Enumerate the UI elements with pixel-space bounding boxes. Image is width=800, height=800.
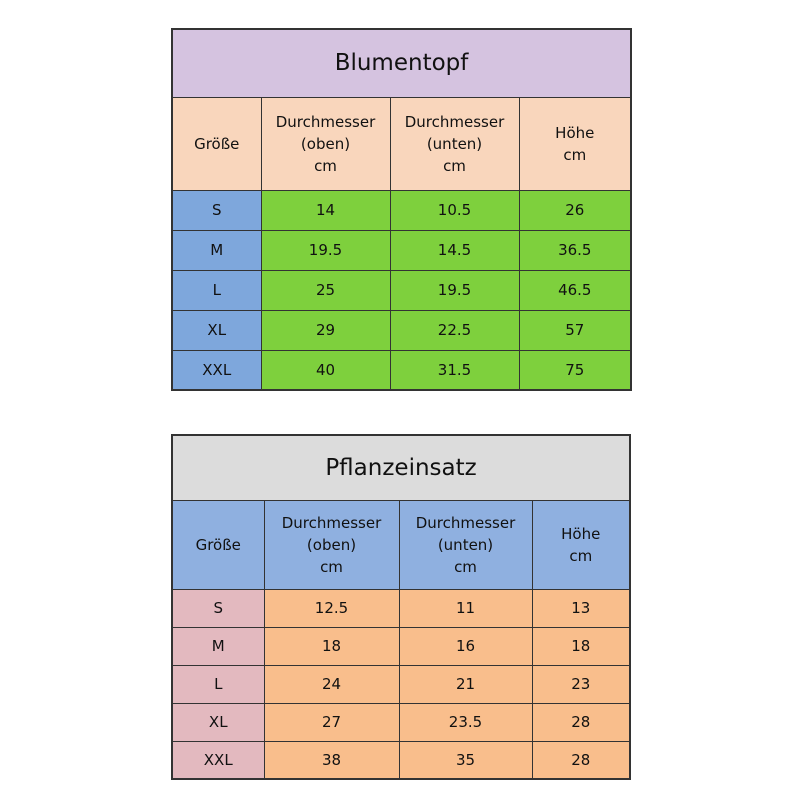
header-line: cm: [454, 557, 477, 576]
size-table: Pflanzeinsatz Größe Durchmesser (oben) cm Dur…: [171, 434, 632, 780]
value-cell: 11: [398, 588, 533, 628]
header-cell: Durchmesser (unten) cm: [398, 499, 533, 590]
header-cell: Höhe cm: [531, 499, 631, 590]
data-row: M 19.5 14.5 36.5: [171, 229, 632, 271]
size-cell: S: [171, 189, 262, 231]
value-cell: 40: [260, 349, 391, 391]
value-cell: 57: [518, 309, 632, 351]
size-cell: XXL: [171, 349, 262, 391]
value-cell: 21: [398, 664, 533, 704]
header-cell: Größe: [171, 499, 265, 590]
value-cell: 18: [263, 626, 400, 666]
size-cell: L: [171, 269, 262, 311]
header-line: Durchmesser: [281, 513, 382, 532]
header-line: Höhe: [555, 123, 595, 142]
title-row: Blumentopf: [171, 28, 632, 98]
size-cell: L: [171, 664, 265, 704]
size-cell: M: [171, 626, 265, 666]
value-cell: 29: [260, 309, 391, 351]
value-cell: 31.5: [389, 349, 520, 391]
value-cell: 28: [531, 740, 631, 780]
header-line: (unten): [426, 134, 483, 153]
value-cell: 16: [398, 626, 533, 666]
header-line: Durchmesser: [415, 513, 516, 532]
table-title: Blumentopf: [171, 28, 632, 98]
header-cell: Durchmesser (oben) cm: [260, 96, 391, 191]
header-line: cm: [320, 557, 343, 576]
value-cell: 26: [518, 189, 632, 231]
header-cell: Größe: [171, 96, 262, 191]
value-cell: 27: [263, 702, 400, 742]
header-cell: Durchmesser (oben) cm: [263, 499, 400, 590]
value-cell: 25: [260, 269, 391, 311]
size-table: Blumentopf Größe Durchmesser (oben) cm Durchm…: [171, 28, 633, 391]
data-row: S 14 10.5 26: [171, 189, 632, 231]
header-line: Größe: [195, 535, 241, 554]
header-line: cm: [563, 145, 587, 164]
size-cell: XL: [171, 309, 262, 351]
data-row: XL 27 23.5 28: [171, 702, 631, 742]
value-cell: 23: [531, 664, 631, 704]
header-line: cm: [569, 546, 593, 565]
data-row: S 12.5 11 13: [171, 588, 631, 628]
size-cell: XXL: [171, 740, 265, 780]
header-line: Durchmesser: [275, 112, 376, 131]
header-line: Durchmesser: [404, 112, 505, 131]
header-line: cm: [443, 156, 466, 175]
header-line: (oben): [300, 134, 351, 153]
data-row: XL 29 22.5 57: [171, 309, 632, 351]
value-cell: 18: [531, 626, 631, 666]
data-row: M 18 16 18: [171, 626, 631, 666]
value-cell: 35: [398, 740, 533, 780]
header-line: cm: [314, 156, 337, 175]
value-cell: 24: [263, 664, 400, 704]
value-cell: 23.5: [398, 702, 533, 742]
value-cell: 19.5: [260, 229, 391, 271]
value-cell: 10.5: [389, 189, 520, 231]
value-cell: 46.5: [518, 269, 632, 311]
title-row: Pflanzeinsatz: [171, 434, 631, 501]
header-line: (unten): [437, 535, 494, 554]
value-cell: 38: [263, 740, 400, 780]
value-cell: 19.5: [389, 269, 520, 311]
data-row: L 25 19.5 46.5: [171, 269, 632, 311]
header-row: Größe Durchmesser (oben) cm Durchmesser (unte…: [171, 499, 631, 590]
header-line: Höhe: [561, 524, 601, 543]
value-cell: 22.5: [389, 309, 520, 351]
data-row: XXL 38 35 28: [171, 740, 631, 780]
value-cell: 13: [531, 588, 631, 628]
value-cell: 75: [518, 349, 632, 391]
value-cell: 36.5: [518, 229, 632, 271]
header-cell: Höhe cm: [518, 96, 632, 191]
header-cell: Durchmesser (unten) cm: [389, 96, 520, 191]
size-cell: S: [171, 588, 265, 628]
table-title: Pflanzeinsatz: [171, 434, 631, 501]
value-cell: 28: [531, 702, 631, 742]
data-row: XXL 40 31.5 75: [171, 349, 632, 391]
size-cell: XL: [171, 702, 265, 742]
header-row: Größe Durchmesser (oben) cm Durchmesser (unte…: [171, 96, 632, 191]
header-line: (oben): [306, 535, 357, 554]
header-line: Größe: [194, 134, 240, 153]
data-row: L 24 21 23: [171, 664, 631, 704]
value-cell: 12.5: [263, 588, 400, 628]
value-cell: 14.5: [389, 229, 520, 271]
value-cell: 14: [260, 189, 391, 231]
size-cell: M: [171, 229, 262, 271]
